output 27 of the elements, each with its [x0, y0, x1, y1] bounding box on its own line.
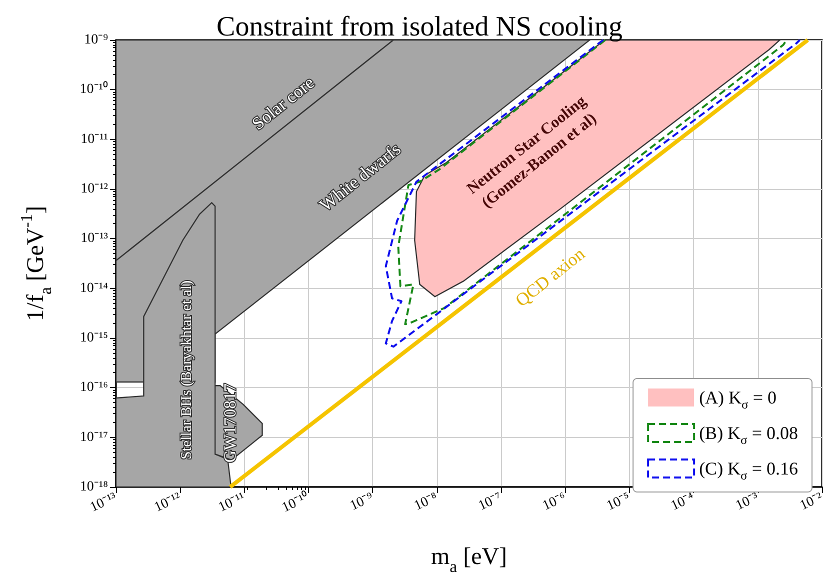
x-tick-label: 10⁻⁵: [604, 490, 633, 514]
x-tick-label: 10⁻¹⁰: [279, 489, 312, 516]
y-tick-label: 10⁻¹⁷: [80, 430, 108, 445]
x-tick-label: 10⁻³: [734, 490, 761, 514]
annotation: QCD axion: [512, 243, 588, 311]
annotation: GW170817: [220, 382, 240, 463]
x-tick-label: 10⁻²: [798, 490, 826, 514]
annotation: Solar core: [248, 72, 318, 134]
y-tick-label: 10⁻¹²: [80, 182, 108, 196]
chart-title: Constraint from isolated NS cooling: [216, 12, 622, 42]
x-tick-label: 10⁻⁹: [348, 490, 376, 514]
x-tick-label: 10⁻¹¹: [216, 490, 248, 516]
x-tick-label: 10⁻⁸: [412, 490, 440, 514]
x-tick-label: 10⁻¹²: [152, 490, 184, 516]
y-tick-label: 10⁻¹¹: [80, 132, 108, 147]
y-tick-label: 10⁻¹⁰: [80, 81, 108, 98]
x-tick-label: 10⁻⁴: [668, 490, 697, 514]
y-tick-label: 10⁻⁹: [84, 32, 108, 48]
x-tick-label: 10⁻⁶: [540, 490, 569, 514]
y-axis-title: 1/fa [GeV-1]: [17, 206, 55, 322]
y-tick-label: 10⁻¹³: [80, 231, 108, 246]
annotation: Stellar BHs (Baryakhtar et al): [179, 280, 195, 460]
y-tick-label: 10⁻¹⁶: [80, 380, 108, 396]
y-tick-label: 10⁻¹⁵: [80, 330, 108, 346]
x-tick-label: 10⁻⁷: [476, 490, 504, 514]
y-tick-label: 10⁻¹⁴: [80, 280, 108, 296]
y-tick-label: 10⁻¹⁸: [80, 480, 108, 494]
